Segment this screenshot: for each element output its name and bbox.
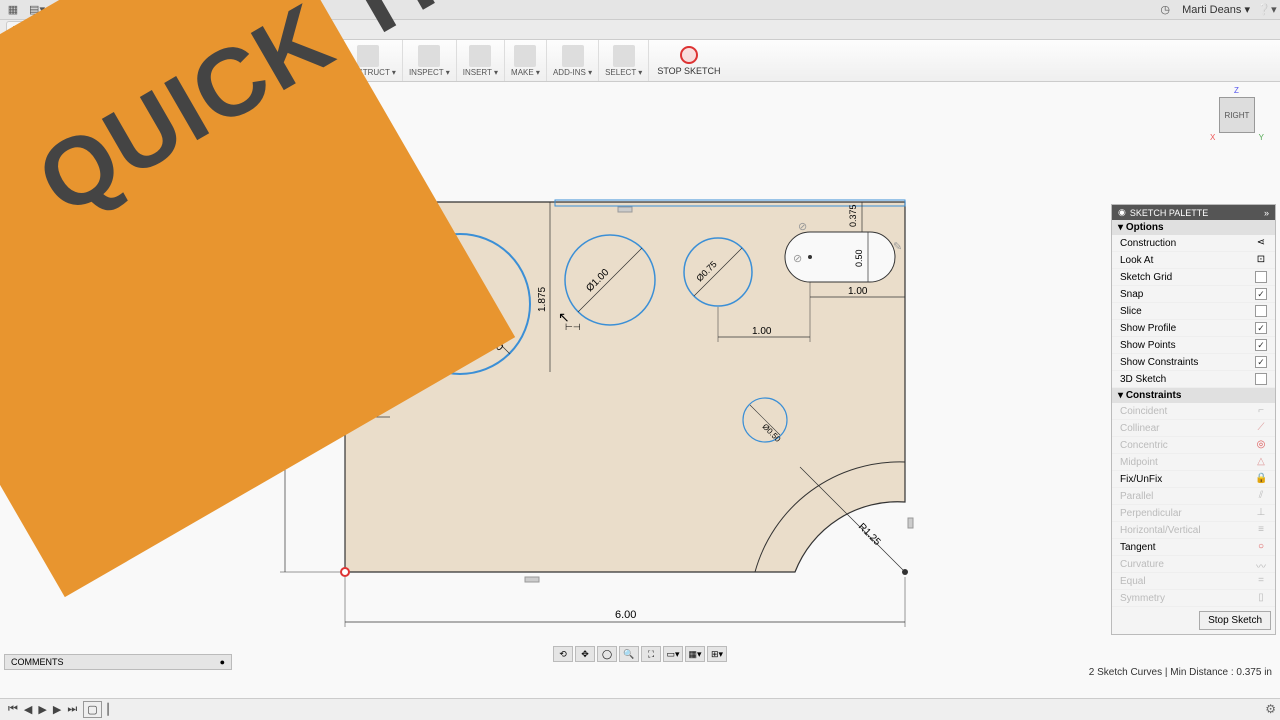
fit-icon[interactable]: ⛶	[641, 646, 661, 662]
option-slice[interactable]: Slice	[1112, 303, 1275, 320]
svg-text:1.00: 1.00	[848, 286, 868, 297]
tool-select[interactable]: SELECT ▾	[599, 40, 649, 81]
option-3d-sketch[interactable]: 3D Sketch	[1112, 371, 1275, 388]
viewport-icon[interactable]: ⊞▾	[707, 646, 727, 662]
svg-text:⊢⊣: ⊢⊣	[565, 322, 581, 332]
svg-text:⊘: ⊘	[793, 253, 802, 265]
tool-addins[interactable]: ADD-INS ▾	[547, 40, 599, 81]
option-show-profile[interactable]: Show Profile	[1112, 320, 1275, 337]
option-snap[interactable]: Snap	[1112, 286, 1275, 303]
view-cube[interactable]: Z RIGHT X Y	[1212, 90, 1262, 140]
axis-z: Z	[1234, 86, 1239, 95]
grid-icon[interactable]: ▦▾	[685, 646, 705, 662]
comments-panel[interactable]: COMMENTS●	[4, 654, 232, 670]
constraint-curvature: Curvature〰	[1112, 556, 1275, 573]
svg-text:⊘: ⊘	[798, 221, 807, 233]
nav-toolbar: ⟲ ✥ ◯ 🔍 ⛶ ▭▾ ▦▾ ⊞▾	[553, 646, 727, 662]
settings-icon[interactable]: ⚙	[1265, 702, 1276, 716]
pan-icon[interactable]: ✥	[575, 646, 595, 662]
constraint-parallel: Parallel⫽	[1112, 488, 1275, 505]
tool-insert[interactable]: INSERT ▾	[457, 40, 505, 81]
clock-icon[interactable]: ◷	[1158, 3, 1172, 17]
axis-x: X	[1210, 133, 1215, 142]
cube-face[interactable]: RIGHT	[1219, 97, 1255, 133]
palette-header[interactable]: ◉ SKETCH PALETTE»	[1112, 205, 1275, 220]
constraint-coincident: Coincident⌐	[1112, 403, 1275, 420]
status-text: 2 Sketch Curves | Min Distance : 0.375 i…	[1089, 667, 1272, 678]
orbit-icon[interactable]: ⟲	[553, 646, 573, 662]
option-construction[interactable]: Construction⋖	[1112, 235, 1275, 252]
constraint-fix-unfix[interactable]: Fix/UnFix🔒	[1112, 471, 1275, 488]
timeline-bar: ⏮ ◀ ▶ ▶ ⏭ ▢ ▏ ⚙	[0, 698, 1280, 720]
look-icon[interactable]: ◯	[597, 646, 617, 662]
tool-make[interactable]: MAKE ▾	[505, 40, 547, 81]
option-look-at[interactable]: Look At⊡	[1112, 252, 1275, 269]
display-icon[interactable]: ▭▾	[663, 646, 683, 662]
stop-sketch-button[interactable]: Stop Sketch	[1199, 611, 1271, 630]
svg-text:✎: ✎	[893, 241, 902, 253]
pin-icon[interactable]: ●	[220, 657, 225, 667]
timeline-marker[interactable]: ▏	[108, 703, 116, 716]
main-area: R1.25 Ø1.50 Ø1.00 Ø0.75 Ø0.50 ⊘ ⊘ ✎ 6.00	[0, 82, 1280, 702]
axis-y: Y	[1259, 133, 1264, 142]
zoom-icon[interactable]: 🔍	[619, 646, 639, 662]
constraint-midpoint: Midpoint△	[1112, 454, 1275, 471]
help-icon[interactable]: ❔▾	[1260, 3, 1274, 17]
tool-inspect[interactable]: INSPECT ▾	[403, 40, 457, 81]
constraint-horizontal-vertical: Horizontal/Vertical≡	[1112, 522, 1275, 539]
option-sketch-grid[interactable]: Sketch Grid	[1112, 269, 1275, 286]
sketch-palette: ◉ SKETCH PALETTE» ▾ Options Construction…	[1111, 204, 1276, 635]
step-fwd-icon[interactable]: ▶	[53, 703, 61, 716]
svg-text:1.00: 1.00	[752, 326, 772, 337]
skip-end-icon[interactable]: ⏭	[67, 703, 77, 716]
grid-icon[interactable]: ▦	[6, 3, 20, 17]
play-icon[interactable]: ▶	[38, 703, 46, 716]
option-show-points[interactable]: Show Points	[1112, 337, 1275, 354]
constraint-concentric: Concentric◎	[1112, 437, 1275, 454]
options-section[interactable]: ▾ Options	[1112, 220, 1275, 235]
constraints-section[interactable]: ▾ Constraints	[1112, 388, 1275, 403]
stop-sketch-tool[interactable]: STOP SKETCH	[649, 46, 728, 76]
constraint-collinear: Collinear⟋	[1112, 420, 1275, 437]
svg-text:R1.25: R1.25	[856, 521, 883, 548]
constraint-tangent[interactable]: Tangent○	[1112, 539, 1275, 556]
constraint-perpendicular: Perpendicular⊥	[1112, 505, 1275, 522]
skip-start-icon[interactable]: ⏮	[8, 703, 18, 716]
step-back-icon[interactable]: ◀	[24, 703, 32, 716]
svg-text:0.375: 0.375	[848, 204, 858, 227]
svg-text:1.875: 1.875	[537, 287, 548, 312]
user-menu[interactable]: Marti Deans ▾	[1182, 3, 1250, 16]
option-show-constraints[interactable]: Show Constraints	[1112, 354, 1275, 371]
constraint-symmetry: Symmetry▯	[1112, 590, 1275, 607]
constraint-equal: Equal=	[1112, 573, 1275, 590]
sketch-feature-icon[interactable]: ▢	[83, 701, 101, 718]
svg-text:0.50: 0.50	[854, 249, 864, 267]
svg-text:6.00: 6.00	[615, 609, 636, 621]
